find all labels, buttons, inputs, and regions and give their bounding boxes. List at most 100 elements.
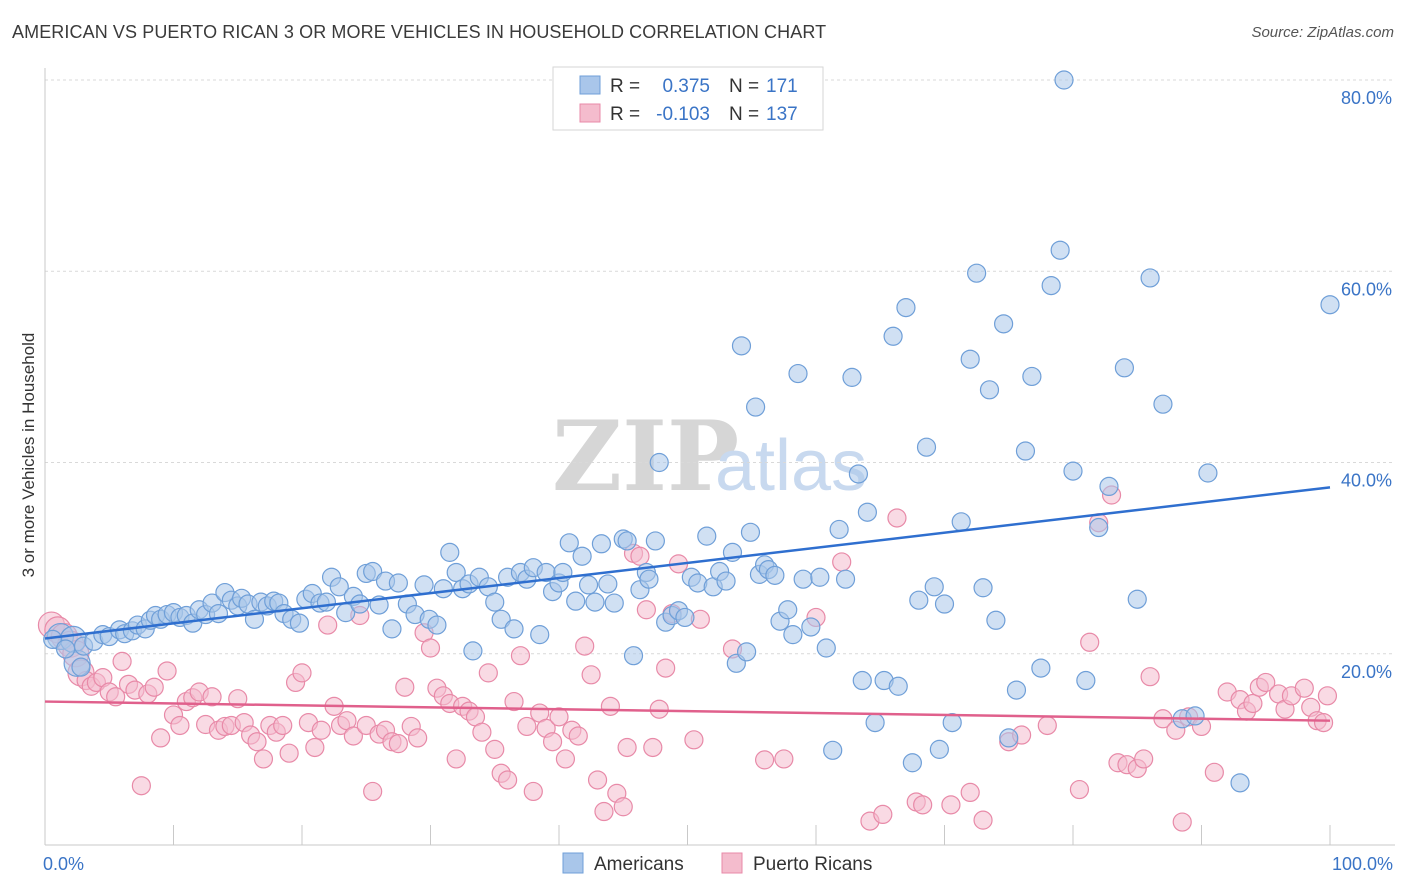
- legend-n-label: N =: [729, 76, 759, 97]
- puerto-rican-point: [960, 782, 980, 803]
- puerto-rican-point: [630, 546, 650, 566]
- american-point: [1006, 680, 1027, 700]
- y-tick-labels: 20.0% 40.0% 60.0% 80.0%: [1341, 88, 1392, 682]
- legend-n-value: 171: [766, 76, 798, 97]
- american-point: [350, 594, 370, 614]
- american-point: [783, 625, 803, 645]
- puerto-rican-point: [395, 677, 415, 697]
- american-point: [1063, 461, 1083, 481]
- american-point: [530, 625, 550, 645]
- puerto-rican-point: [594, 801, 614, 822]
- puerto-rican-point: [656, 658, 676, 678]
- american-point: [848, 464, 869, 484]
- american-point: [485, 592, 505, 612]
- puerto-rican-point: [279, 743, 299, 763]
- puerto-rican-point: [504, 691, 524, 712]
- american-point: [388, 573, 408, 593]
- x-tick-labels: 0.0% 100.0%: [43, 854, 1393, 874]
- american-point: [1127, 589, 1147, 609]
- puerto-rican-point: [600, 696, 621, 716]
- puerto-rican-point: [1037, 715, 1057, 736]
- puerto-rican-point: [408, 728, 428, 748]
- american-point: [1076, 670, 1096, 691]
- puerto-rican-point: [613, 797, 633, 817]
- american-point: [883, 326, 903, 346]
- puerto-rican-point: [517, 716, 537, 737]
- legend-swatch-puerto-ricans: [579, 103, 601, 123]
- puerto-rican-point: [684, 730, 704, 750]
- puerto-rican-point: [636, 600, 656, 620]
- source-label: Source: ZipAtlas.com: [1251, 24, 1394, 41]
- puerto-rican-point: [478, 663, 498, 683]
- american-point: [604, 593, 624, 613]
- puerto-rican-point: [247, 732, 267, 752]
- american-point: [999, 728, 1019, 748]
- american-point: [951, 512, 971, 532]
- american-point: [463, 641, 483, 661]
- puerto-rican-point: [253, 749, 274, 769]
- american-point: [675, 607, 695, 628]
- american-point: [427, 615, 447, 635]
- american-point: [363, 561, 383, 582]
- american-point: [639, 569, 659, 589]
- puerto-rican-point: [472, 722, 492, 742]
- puerto-rican-point: [1294, 678, 1314, 698]
- stats-legend: R = 0.375 N = 171 R = -0.103 N = 137: [552, 66, 824, 131]
- puerto-rican-point: [446, 749, 466, 769]
- puerto-rican-point: [157, 661, 177, 681]
- american-point: [1320, 295, 1340, 315]
- american-point: [1054, 70, 1074, 90]
- american-point: [1140, 268, 1160, 288]
- american-point: [71, 657, 91, 677]
- legend-swatch-americans: [579, 75, 601, 95]
- american-point: [746, 397, 766, 417]
- puerto-rican-point: [754, 750, 775, 770]
- american-point: [1114, 358, 1135, 378]
- legend-r-label: R =: [610, 104, 640, 125]
- american-point: [857, 502, 878, 522]
- american-point: [382, 619, 402, 639]
- puerto-rican-point: [311, 720, 331, 740]
- puerto-rican-point: [1313, 712, 1334, 733]
- american-point: [578, 575, 599, 595]
- puerto-rican-point: [112, 651, 132, 672]
- puerto-rican-point: [941, 795, 961, 815]
- american-point: [1099, 476, 1119, 497]
- puerto-rican-point: [1256, 672, 1276, 693]
- american-point: [446, 562, 466, 583]
- puerto-rican-point: [292, 663, 312, 683]
- puerto-rican-point: [1317, 686, 1338, 706]
- puerto-rican-point: [510, 646, 531, 666]
- puerto-rican-point: [106, 687, 126, 707]
- american-point: [559, 533, 579, 553]
- american-point: [1089, 517, 1109, 538]
- bottom-legend: Americans Puerto Ricans: [562, 852, 872, 875]
- puerto-rican-point: [151, 728, 171, 748]
- bottom-legend-swatch-puerto-ricans: [721, 852, 743, 874]
- puerto-rican-point: [1204, 762, 1224, 782]
- watermark-atlas: atlas: [715, 426, 867, 506]
- american-point: [697, 526, 717, 546]
- american-point: [924, 577, 944, 597]
- y-tick-label: 40.0%: [1341, 471, 1392, 491]
- american-point: [1015, 441, 1036, 461]
- y-tick-label: 20.0%: [1341, 662, 1392, 682]
- american-point: [793, 569, 813, 589]
- american-point: [598, 574, 618, 594]
- puerto-rican-point: [581, 665, 601, 685]
- american-point: [414, 575, 434, 595]
- legend-r-label: R =: [610, 76, 640, 97]
- american-trend-line: [44, 486, 1331, 640]
- american-point: [566, 591, 586, 611]
- american-point: [617, 531, 637, 551]
- american-point: [1041, 275, 1061, 296]
- axes: [44, 68, 1395, 846]
- american-point: [967, 263, 987, 283]
- puerto-rican-trend-line: [44, 700, 1331, 722]
- puerto-rican-point: [273, 715, 293, 736]
- puerto-rican-point: [170, 715, 190, 736]
- american-point: [852, 670, 872, 691]
- legend-n-value: 137: [766, 104, 798, 125]
- puerto-rican-point: [568, 726, 588, 746]
